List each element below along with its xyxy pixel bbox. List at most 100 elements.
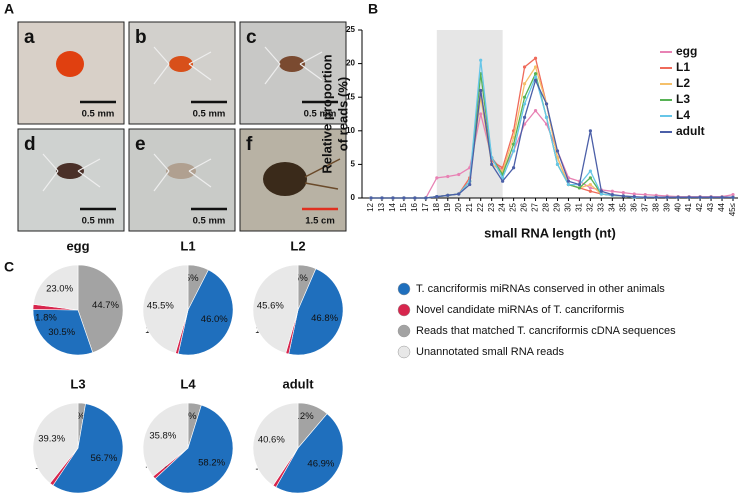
organism [56,163,84,179]
pie-value-label: 11.2% [287,411,314,422]
legend-swatch [397,282,411,296]
y-tick-label: 0 [351,193,356,202]
legend-label: L2 [676,76,690,90]
y-tick-label: 25 [346,25,355,34]
pie-value-label: 58.2% [198,457,225,468]
point [522,95,527,99]
legend-label: Novel candidate miRNAs of T. cancriformi… [416,304,625,316]
photo-label: b [135,27,147,48]
x-tick-label: 33 [596,202,605,211]
x-tick-label: 16 [410,202,419,211]
x-tick-label: 22 [476,202,485,211]
point [632,195,636,199]
point [533,109,538,113]
organism [263,162,307,196]
legend-label: L3 [676,92,690,106]
x-tick-label: 21 [465,202,474,211]
pie-slice [177,269,234,356]
point [588,176,592,180]
point [632,192,636,196]
pie-value-label: 46.0% [201,314,228,325]
pie-slice [33,264,79,311]
point [490,162,494,166]
pie-slice [32,402,79,484]
pie-value-label: 1.8% [35,313,57,324]
organism-limbs [153,153,212,192]
x-tick-label: 28 [542,202,551,211]
pie-slice [252,402,299,486]
x-tick-label: 17 [421,202,430,211]
pie-slice [142,402,189,477]
point [402,196,406,200]
point [413,196,417,200]
point [577,182,582,187]
pie-slice [142,264,189,354]
point [533,72,538,76]
pie-value-label: 30.5% [48,327,75,338]
point [544,102,549,106]
point [533,78,538,82]
x-tick-label: 13 [377,202,386,211]
point [599,189,603,193]
x-tick-label: 15 [399,202,408,211]
legend-label: Reads that matched T. cancriformis cDNA … [416,325,676,337]
point [522,102,527,106]
pie-title: L2 [290,238,305,253]
panel-label: B [368,1,378,17]
photo-label: f [246,134,253,155]
x-tick-label: 19 [443,202,452,211]
point [731,193,735,197]
point [424,196,428,200]
point [435,176,439,180]
point [512,166,516,170]
legend-label: egg [676,44,697,58]
photo-label: a [24,27,35,48]
point [479,88,483,93]
point [479,112,483,116]
panel-label: A [4,1,14,17]
x-tick-label: 36 [629,202,638,211]
organism-limbs [153,46,212,85]
scale-label: 0.5 mm [193,109,226,120]
point [720,195,724,199]
organism-limbs [42,153,101,192]
pie-slice [275,413,344,494]
photo [128,21,236,125]
photo [128,128,236,232]
point [577,186,582,190]
pie-title: L4 [180,376,196,391]
point [643,195,647,199]
x-tick-label: 44 [717,202,726,211]
x-tick-label: 41 [684,202,693,211]
x-tick-label: 18 [432,202,441,211]
x-tick-label: 27 [531,202,540,211]
legend-label: T. cancriformis miRNAs conserved in othe… [416,283,665,295]
point [588,169,592,173]
organism [166,163,196,179]
x-tick-label: 43 [706,202,715,211]
pie-value-label: 39.3% [38,433,65,444]
point [446,174,450,179]
x-tick-label: 30 [564,202,573,211]
x-tick-label: 40 [673,202,682,211]
x-tick-label: 26 [520,202,529,211]
organism-limbs [264,46,323,85]
x-tick-label: 45≤ [728,202,737,216]
point [731,195,735,199]
point [522,115,527,119]
pie-slice [52,403,124,494]
panel-label: C [4,259,14,275]
x-tick-label: 23 [487,202,496,211]
point [599,192,603,196]
point [522,82,527,86]
legend-swatch [397,345,411,359]
pie-value-label: 23.0% [46,284,73,295]
scale-label: 1.5 cm [305,216,335,227]
pie-value-label: 35.8% [149,431,176,442]
point [468,182,472,187]
x-tick-label: 32 [586,202,595,211]
point [555,149,560,153]
point [588,186,592,190]
point [457,172,461,177]
